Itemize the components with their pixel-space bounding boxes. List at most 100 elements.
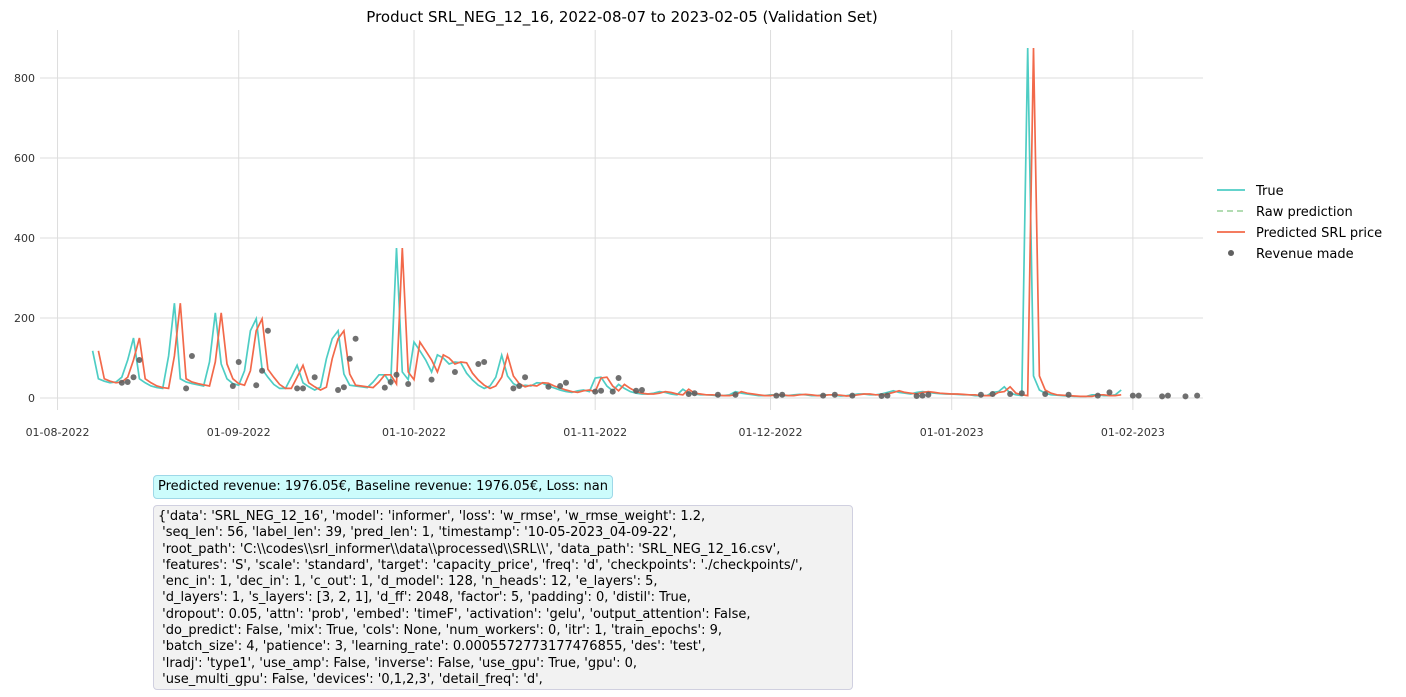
revenue-marker <box>878 393 885 399</box>
revenue-summary-box: Predicted revenue: 1976.05€, Baseline re… <box>153 475 613 500</box>
revenue-marker <box>1194 392 1201 399</box>
y-tick-label: 800 <box>14 72 35 85</box>
config-line: {'data': 'SRL_NEG_12_16', 'model': 'info… <box>158 509 706 524</box>
y-tick-labels: 0 200 400 600 800 <box>14 72 35 405</box>
revenue-marker <box>516 383 523 389</box>
revenue-marker <box>714 391 721 398</box>
config-line: 'batch_size': 4, 'patience': 3, 'learnin… <box>158 639 706 655</box>
revenue-marker <box>481 359 488 365</box>
series-lines <box>91 47 1122 398</box>
x-tick-label: 01-10-2022 <box>382 426 446 439</box>
revenue-marker <box>405 381 412 387</box>
revenue-marker <box>118 379 125 386</box>
revenue-marker <box>235 359 242 365</box>
revenue-marker <box>188 353 195 359</box>
x-tick-label: 01-01-2023 <box>920 426 984 439</box>
revenue-marker <box>253 382 260 389</box>
x-tick-label: 01-09-2022 <box>207 426 271 439</box>
config-line: 'd_layers': 1, 's_layers': [3, 2, 1], 'd… <box>158 590 691 606</box>
revenue-marker <box>1164 392 1171 399</box>
revenue-marker <box>913 393 920 399</box>
revenue-marker <box>638 387 645 393</box>
revenue-marker <box>311 374 318 381</box>
revenue-marker <box>1094 392 1101 399</box>
revenue-marker <box>849 392 856 399</box>
revenue-marker <box>989 391 996 397</box>
revenue-marker <box>451 369 458 375</box>
revenue-marker <box>1042 391 1049 397</box>
revenue-marker <box>428 376 435 383</box>
revenue-marker <box>925 391 932 398</box>
revenue-marker <box>884 392 891 399</box>
y-tick-label: 600 <box>14 152 35 165</box>
revenue-marker <box>545 383 552 390</box>
revenue-marker <box>294 385 301 392</box>
revenue-marker <box>1018 390 1025 397</box>
revenue-marker <box>130 374 137 381</box>
revenue-marker <box>387 379 394 385</box>
revenue-marker <box>919 392 926 399</box>
revenue-marker <box>299 385 306 392</box>
legend: True Raw prediction Predicted SRL price Rev… <box>1217 184 1382 262</box>
x-tick-label: 01-08-2022 <box>26 426 90 439</box>
revenue-marker <box>510 385 517 392</box>
revenue-marker <box>732 391 739 398</box>
chart-title: Product SRL_NEG_12_16, 2022-08-07 to 202… <box>366 8 877 27</box>
legend-label: Raw prediction <box>1256 205 1353 220</box>
revenue-marker <box>977 391 984 398</box>
revenue-marker <box>820 392 827 399</box>
revenue-marker <box>1106 389 1113 396</box>
revenue-marker <box>381 384 388 391</box>
revenue-marker <box>1007 391 1014 397</box>
revenue-marker <box>1135 392 1142 399</box>
revenue-marker <box>264 327 271 334</box>
config-line: 'enc_in': 1, 'dec_in': 1, 'c_out': 1, 'd… <box>158 574 658 590</box>
revenue-marker <box>831 391 838 398</box>
x-tick-labels: 01-08-2022 01-09-2022 01-10-2022 01-11-2022… <box>26 426 1165 439</box>
revenue-marker <box>136 357 143 363</box>
revenue-marker <box>1065 391 1072 398</box>
revenue-marker <box>557 383 564 389</box>
series-line-true <box>91 47 1122 398</box>
revenue-marker <box>346 355 353 362</box>
revenue-marker <box>259 367 266 374</box>
revenue-marker <box>352 335 359 342</box>
y-tick-label: 200 <box>14 312 35 325</box>
revenue-marker <box>183 385 190 392</box>
x-tick-label: 01-11-2022 <box>563 426 627 439</box>
y-tick-label: 0 <box>28 392 35 405</box>
revenue-marker <box>522 374 529 381</box>
revenue-marker <box>609 388 616 395</box>
x-tick-label: 01-02-2023 <box>1101 426 1165 439</box>
revenue-markers <box>118 327 1201 400</box>
chart-svg: Product SRL_NEG_12_16, 2022-08-07 to 202… <box>14 8 1382 439</box>
revenue-marker <box>229 383 236 389</box>
revenue-marker <box>633 387 640 394</box>
config-line: 'root_path': 'C:\\codes\\srl_informer\\d… <box>158 541 781 557</box>
revenue-marker <box>124 379 131 385</box>
revenue-marker <box>779 391 786 398</box>
revenue-marker <box>340 384 347 391</box>
revenue-marker <box>691 390 698 397</box>
revenue-marker <box>562 379 569 386</box>
legend-marker <box>1228 250 1234 256</box>
config-line: 'use_multi_gpu': False, 'devices': '0,1,… <box>158 671 543 687</box>
legend-label: Revenue made <box>1256 247 1354 262</box>
config-line: 'seq_len': 56, 'label_len': 39, 'pred_le… <box>158 525 677 541</box>
revenue-marker <box>1129 392 1136 399</box>
revenue-marker <box>1182 393 1189 400</box>
config-line: 'lradj': 'type1', 'use_amp': False, 'inv… <box>158 655 638 671</box>
grid <box>40 30 1203 410</box>
legend-label: True <box>1255 184 1284 199</box>
series-line-predicted-srl-price <box>97 47 1122 398</box>
config-line: 'do_predict': False, 'mix': True, 'cols'… <box>158 623 723 639</box>
y-tick-label: 400 <box>14 232 35 245</box>
revenue-marker <box>1159 393 1166 400</box>
revenue-marker <box>615 375 622 381</box>
config-line: 'features': 'S', 'scale': 'standard', 't… <box>158 557 803 573</box>
revenue-marker <box>393 371 400 378</box>
config-line: 'dropout': 0.05, 'attn': 'prob', 'embed'… <box>158 606 751 622</box>
revenue-marker <box>598 387 605 394</box>
config-box: {'data': 'SRL_NEG_12_16', 'model': 'info… <box>153 505 853 690</box>
legend-label: Predicted SRL price <box>1256 226 1382 241</box>
